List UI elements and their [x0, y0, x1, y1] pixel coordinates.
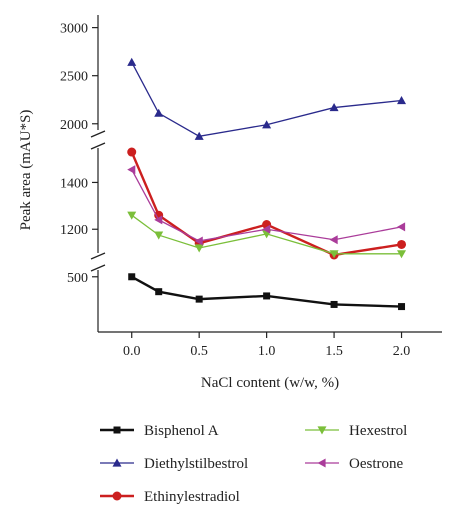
y-tick-label: 1200 [60, 223, 88, 238]
legend-label: Oestrone [349, 456, 403, 472]
data-point [397, 96, 407, 105]
y-tick-label: 1400 [60, 176, 88, 191]
series-ethinylestradiol [127, 147, 407, 260]
axis-break-mark [90, 130, 106, 138]
x-tick-label: 2.0 [393, 344, 411, 359]
legend-item-bisphenol-a: Bisphenol A [100, 423, 219, 439]
legend-label: Ethinylestradiol [144, 489, 240, 505]
series-layer [127, 57, 407, 311]
data-point [262, 120, 272, 129]
y-tick-label: 2500 [60, 70, 88, 85]
series-diethylstilbestrol [127, 57, 407, 140]
legend-marker [112, 458, 122, 467]
data-point [127, 211, 137, 220]
legend-marker [112, 491, 122, 501]
y-tick-label: 2000 [60, 118, 88, 133]
data-point [263, 292, 271, 300]
series-oestrone [127, 165, 406, 246]
axis-break-mark [90, 142, 106, 150]
data-point [195, 295, 203, 303]
y-tick-label: 500 [67, 271, 88, 286]
data-point [194, 244, 204, 253]
data-point [128, 273, 136, 281]
x-axis-title: NaCl content (w/w, %) [201, 375, 339, 391]
series-line [131, 61, 402, 137]
y-axis-title: Peak area (mAU*S) [18, 110, 34, 231]
legend-item-diethylstilbestrol: Diethylstilbestrol [100, 456, 248, 472]
axis-break-mark [90, 252, 106, 260]
legend-item-oestrone: Oestrone [305, 456, 403, 472]
data-point [330, 300, 338, 308]
data-point [127, 147, 137, 157]
legend-marker [317, 458, 326, 468]
data-point [127, 165, 136, 175]
data-point [262, 224, 271, 234]
data-point [329, 103, 339, 112]
series-line [131, 275, 402, 308]
data-point [154, 231, 164, 240]
data-point [397, 250, 407, 259]
y-tick-label: 3000 [60, 22, 88, 37]
x-tick-label: 1.5 [325, 344, 343, 359]
axes: 3000 2500 2000 1400 1200 500 0.0 0.5 1.0 1.5 2.0 Na… [18, 15, 442, 391]
data-point [127, 57, 137, 66]
x-tick-label: 1.0 [258, 344, 276, 359]
series-line [131, 214, 402, 255]
legend-label: Diethylstilbestrol [144, 456, 248, 472]
x-tick-label: 0.5 [190, 344, 208, 359]
data-point [194, 236, 203, 246]
legend-item-ethinylestradiol: Ethinylestradiol [100, 489, 240, 505]
data-point [154, 215, 163, 225]
legend-marker [317, 426, 327, 435]
legend-marker [113, 426, 121, 434]
data-point [194, 131, 204, 140]
data-point [398, 303, 406, 311]
data-point [397, 222, 406, 232]
series-line [131, 169, 402, 242]
axis-break-mark [90, 264, 106, 272]
x-tick-label: 0.0 [123, 344, 141, 359]
data-point [154, 108, 164, 117]
legend-label: Bisphenol A [144, 423, 219, 439]
legend-item-hexestrol: Hexestrol [305, 423, 407, 439]
legend: Bisphenol A Diethylstilbestrol Ethinylestr… [100, 423, 407, 505]
legend-label: Hexestrol [349, 423, 407, 439]
data-point [329, 235, 338, 245]
data-point [155, 288, 163, 296]
data-point [397, 239, 407, 249]
series-bisphenol-a [128, 273, 406, 311]
data-point [329, 250, 339, 259]
